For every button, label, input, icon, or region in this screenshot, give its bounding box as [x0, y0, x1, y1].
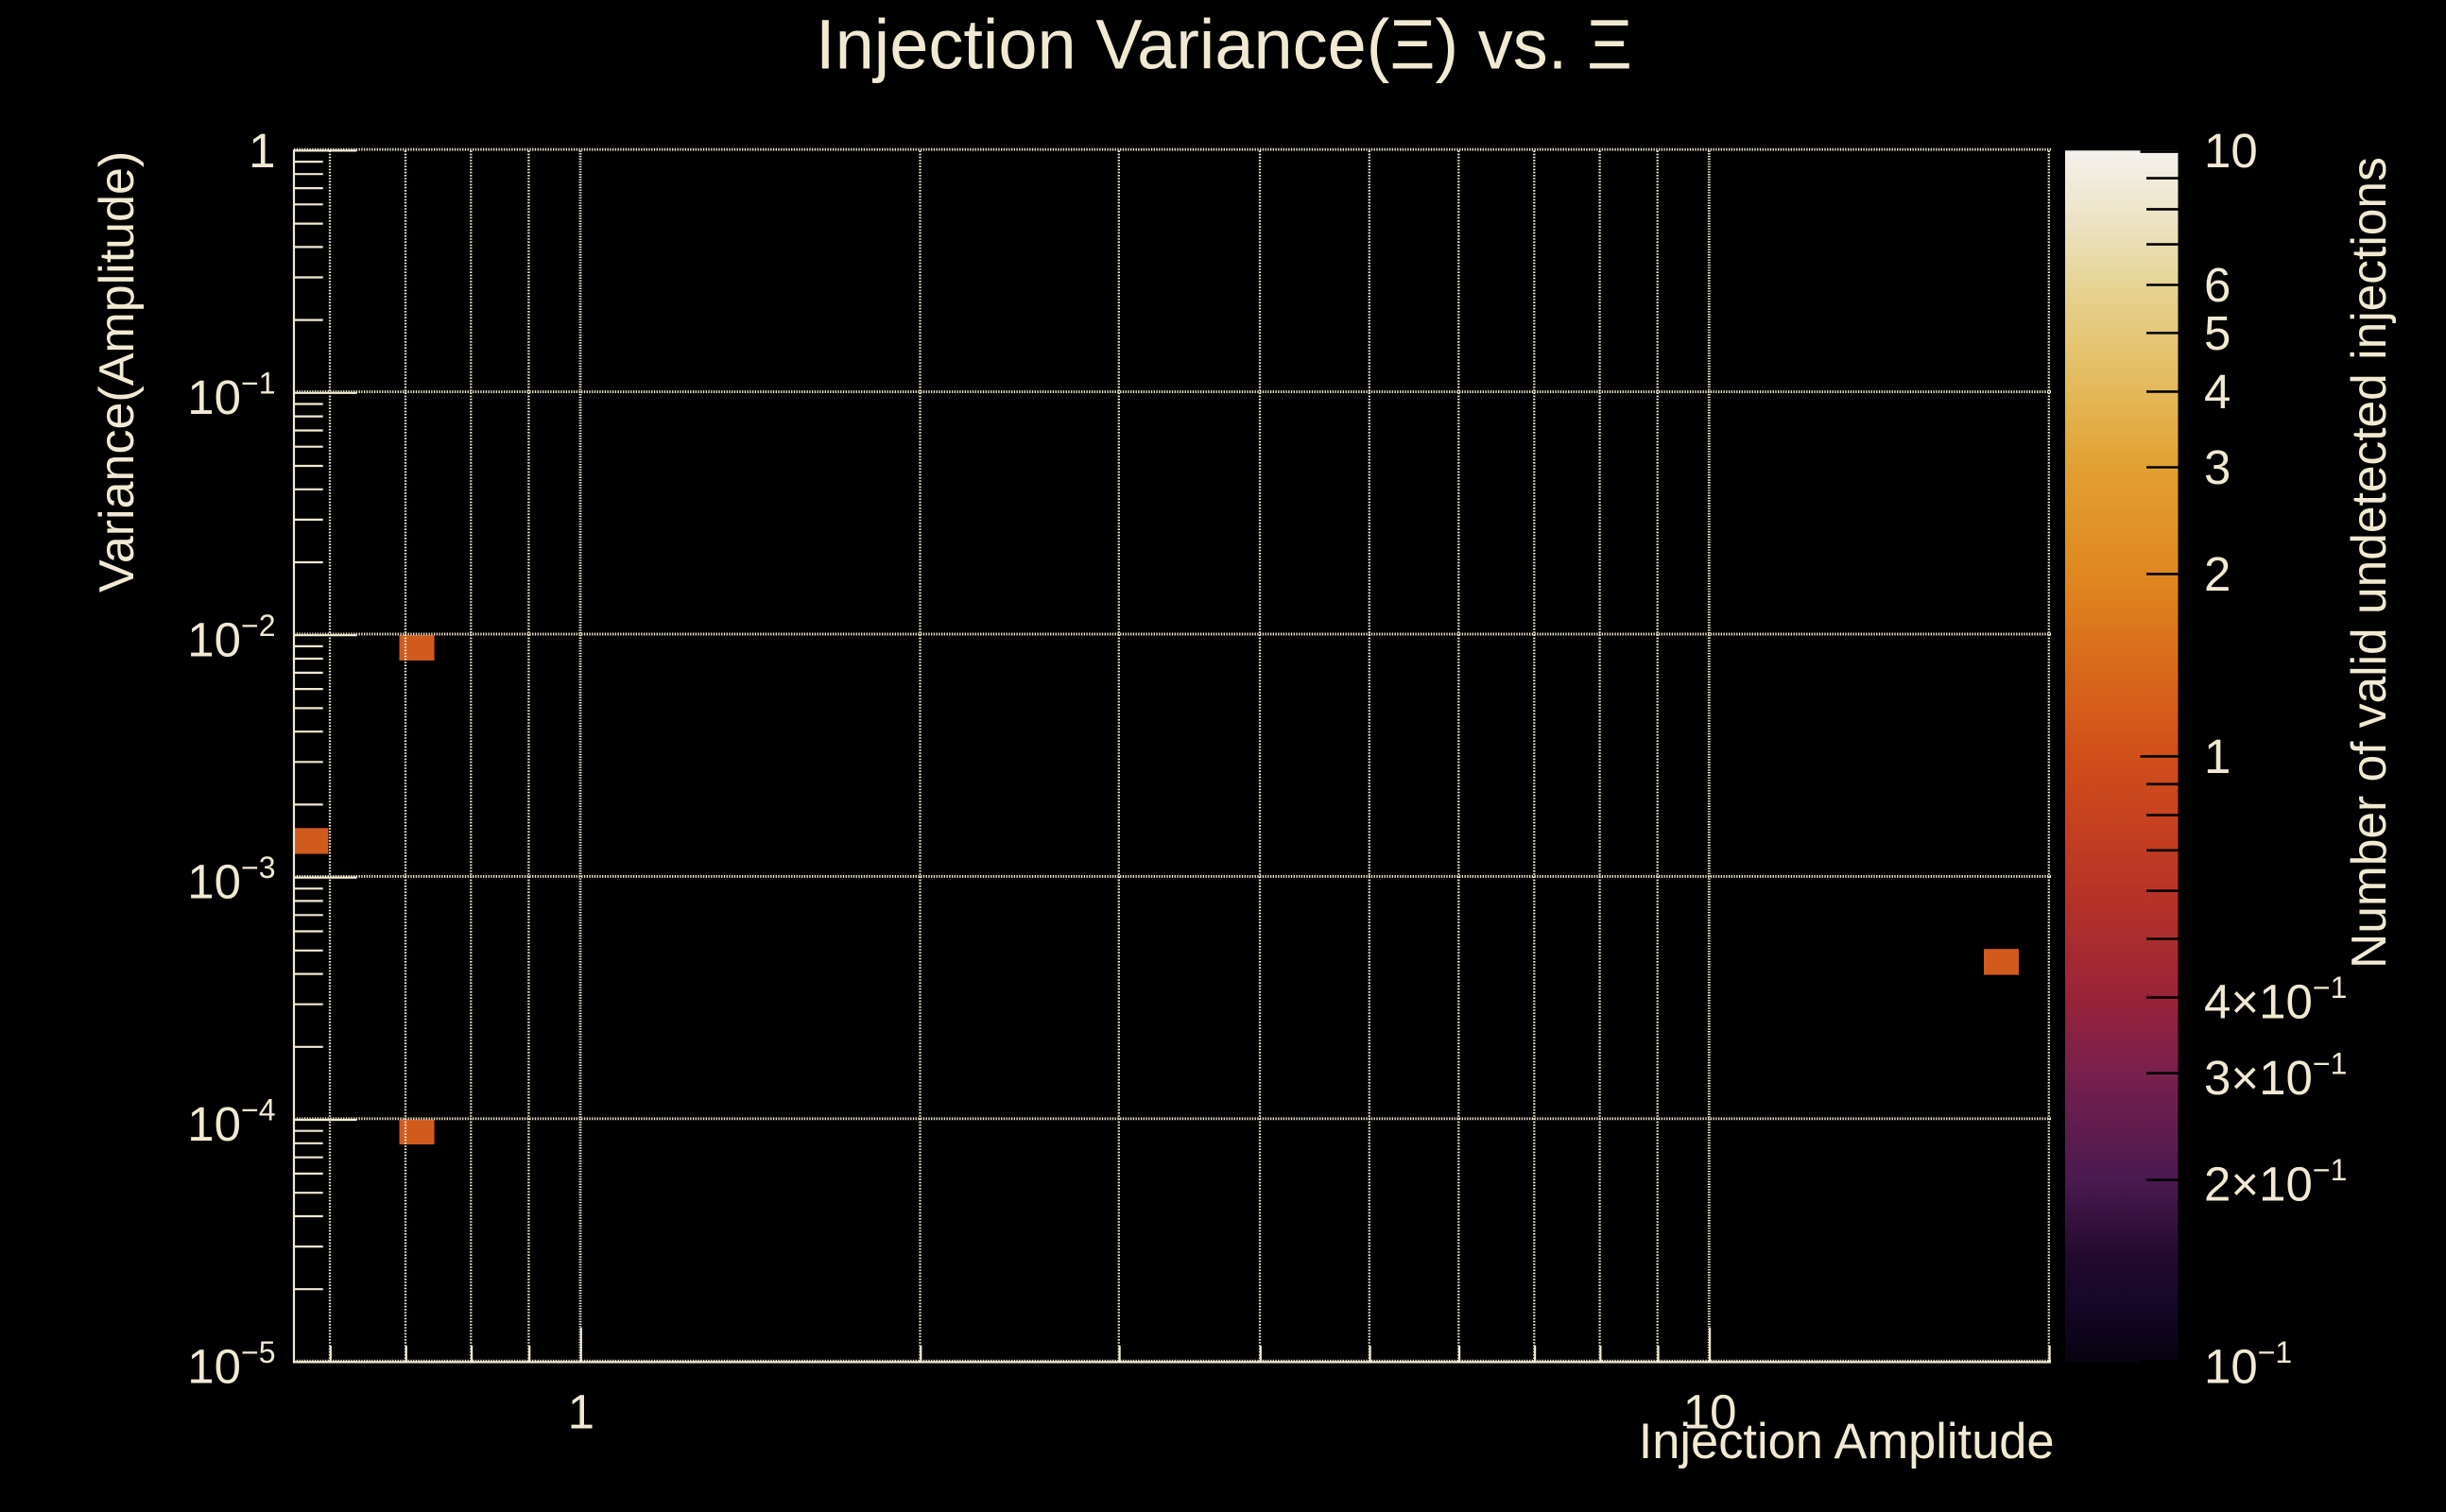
svg-text:4: 4 [2204, 365, 2231, 419]
svg-text:1: 1 [249, 124, 275, 178]
svg-text:2: 2 [2204, 547, 2231, 601]
svg-text:6: 6 [2204, 258, 2231, 312]
svg-text:Variance(Amplitude): Variance(Amplitude) [90, 151, 145, 593]
svg-text:1: 1 [568, 1385, 594, 1439]
svg-text:5: 5 [2204, 306, 2231, 360]
svg-text:10−5: 10−5 [187, 1335, 275, 1394]
svg-text:10−4: 10−4 [187, 1093, 275, 1152]
svg-text:Injection Amplitude: Injection Amplitude [1639, 1415, 2055, 1469]
svg-text:3: 3 [2204, 440, 2231, 494]
svg-text:Number of valid undetected inj: Number of valid undetected injections [2341, 157, 2396, 969]
svg-text:1: 1 [2204, 730, 2231, 783]
svg-text:Injection Variance(Ξ) vs. Ξ: Injection Variance(Ξ) vs. Ξ [816, 6, 1632, 84]
svg-text:10: 10 [1683, 1385, 1737, 1439]
svg-text:10: 10 [2204, 124, 2258, 178]
